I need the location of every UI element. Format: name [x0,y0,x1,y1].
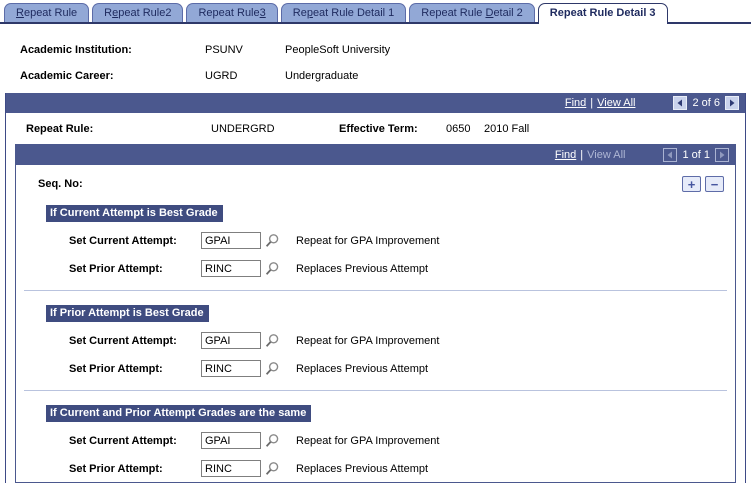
section-title: If Current Attempt is Best Grade [46,205,223,222]
effective-term-label: Effective Term: [339,123,418,135]
set-current-attempt-row: Set Current Attempt: Repeat for GPA Impr… [46,331,735,350]
outer-next-row-button[interactable] [725,96,739,110]
prev-arrow-icon [667,151,673,159]
set-current-attempt-desc: Repeat for GPA Improvement [296,334,440,347]
set-prior-attempt-input[interactable] [201,360,261,377]
set-prior-attempt-input[interactable] [201,460,261,477]
set-current-attempt-label: Set Current Attempt: [69,434,177,447]
inner-view-all-link: View All [587,149,626,161]
tab-repeat-rule-detail-2[interactable]: Repeat Rule Detail 2 [409,3,535,22]
repeat-rule-scroll-area: Find | View All 2 of 6 Repeat Rule: UNDE… [5,93,746,483]
set-prior-attempt-label: Set Prior Attempt: [69,462,163,475]
lookup-icon[interactable] [264,361,280,377]
inner-row-position: 1 of 1 [682,149,710,161]
plus-icon: + [687,176,696,192]
lookup-icon[interactable] [264,261,280,277]
set-prior-attempt-row: Set Prior Attempt: Replaces Previous Att… [46,259,735,278]
lookup-icon[interactable] [264,333,280,349]
inner-prev-row-button [663,148,678,162]
seq-no-label: Seq. No: [38,178,83,190]
set-current-attempt-input[interactable] [201,432,261,449]
tab-repeat-rule[interactable]: Repeat Rule [4,3,90,22]
inner-find-link[interactable]: Find [554,149,577,161]
set-current-attempt-row: Set Current Attempt: Repeat for GPA Impr… [46,431,735,450]
lookup-icon[interactable] [264,433,280,449]
set-prior-attempt-desc: Replaces Previous Attempt [296,262,429,275]
lookup-icon[interactable] [264,461,280,477]
inner-nav-separator: | [580,149,584,161]
academic-career-label: Academic Career: [20,70,114,82]
repeat-rule-row: Repeat Rule: UNDERGRD Effective Term: 06… [6,113,745,144]
set-current-attempt-desc: Repeat for GPA Improvement [296,434,440,447]
academic-institution-code: PSUNV [205,44,243,56]
section-title: If Prior Attempt is Best Grade [46,305,209,322]
inner-scroll-navbar: Find | View All 1 of 1 [16,145,735,165]
inner-next-row-button [715,148,729,162]
academic-institution-label: Academic Institution: [20,44,132,56]
section-prior-attempt-best: If Prior Attempt is Best Grade Set Curre… [46,305,735,378]
seq-no-row: Seq. No: + − [16,173,735,195]
outer-view-all-link[interactable]: View All [597,97,636,109]
lookup-icon[interactable] [264,233,280,249]
set-prior-attempt-label: Set Prior Attempt: [69,362,163,375]
outer-scroll-navbar: Find | View All 2 of 6 [6,93,745,113]
set-prior-attempt-input[interactable] [201,260,261,277]
group-content: Seq. No: + − If Current Attempt is Best … [16,165,735,482]
set-prior-attempt-desc: Replaces Previous Attempt [296,362,429,375]
academic-career-name: Undergraduate [285,70,359,82]
set-prior-attempt-row: Set Prior Attempt: Replaces Previous Att… [46,459,735,478]
tab-repeat-rule2[interactable]: Repeat Rule2 [92,3,184,22]
effective-term-code: 0650 [446,123,471,135]
section-grades-same: If Current and Prior Attempt Grades are … [46,405,735,478]
set-current-attempt-desc: Repeat for GPA Improvement [296,234,440,247]
outer-nav-separator: | [590,97,594,109]
set-current-attempt-label: Set Current Attempt: [69,334,177,347]
next-arrow-icon [730,99,735,107]
academic-career-row: Academic Career: UGRD Undergraduate [20,63,751,89]
tab-repeat-rule-detail-3[interactable]: Repeat Rule Detail 3 [537,3,668,24]
prev-arrow-icon [677,99,683,107]
tab-repeat-rule3[interactable]: Repeat Rule3 [186,3,278,22]
repeat-rule-detail-group: Find | View All 1 of 1 Seq. No: + − [15,144,736,483]
outer-find-link[interactable]: Find [564,97,587,109]
section-title: If Current and Prior Attempt Grades are … [46,405,312,422]
section-divider [24,290,727,291]
delete-row-button[interactable]: − [705,176,724,192]
repeat-rule-label: Repeat Rule: [26,123,94,135]
next-arrow-icon [720,151,725,159]
tab-repeat-rule-detail-1[interactable]: Repeat Rule Detail 1 [280,3,407,22]
set-current-attempt-row: Set Current Attempt: Repeat for GPA Impr… [46,231,735,250]
minus-icon: − [710,176,719,192]
outer-row-position: 2 of 6 [692,97,720,109]
academic-institution-name: PeopleSoft University [285,44,391,56]
set-prior-attempt-row: Set Prior Attempt: Replaces Previous Att… [46,359,735,378]
effective-term-desc: 2010 Fall [484,123,530,135]
academic-career-code: UGRD [205,70,238,82]
section-current-attempt-best: If Current Attempt is Best Grade Set Cur… [46,205,735,278]
page-header-fields: Academic Institution: PSUNV PeopleSoft U… [0,24,751,89]
academic-institution-row: Academic Institution: PSUNV PeopleSoft U… [20,37,751,63]
tab-bar: Repeat Rule Repeat Rule2 Repeat Rule3 Re… [0,0,751,24]
set-current-attempt-input[interactable] [201,232,261,249]
repeat-rule-value: UNDERGRD [211,123,275,135]
set-prior-attempt-label: Set Prior Attempt: [69,262,163,275]
set-current-attempt-label: Set Current Attempt: [69,234,177,247]
set-prior-attempt-desc: Replaces Previous Attempt [296,462,429,475]
add-row-button[interactable]: + [682,176,701,192]
outer-prev-row-button[interactable] [673,96,688,110]
set-current-attempt-input[interactable] [201,332,261,349]
section-divider [24,390,727,391]
